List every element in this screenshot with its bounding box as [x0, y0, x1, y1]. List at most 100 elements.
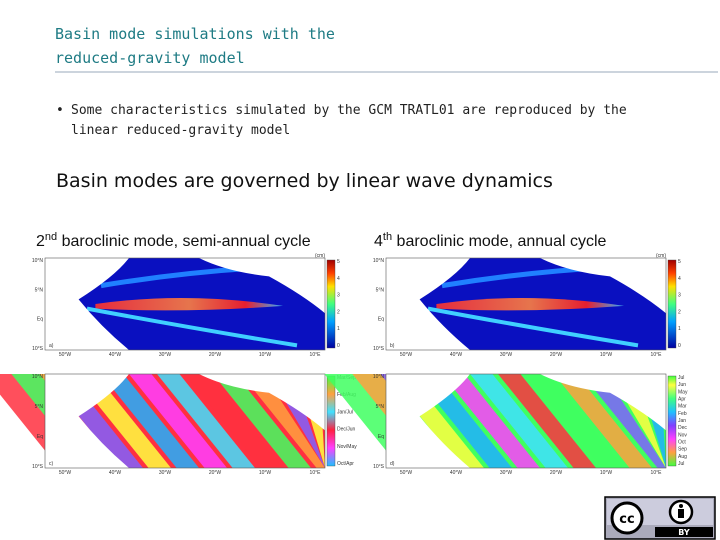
colorbar — [326, 259, 336, 349]
y-axis-label: 10°N — [373, 374, 385, 380]
colorbar-label: Aug — [678, 454, 687, 460]
x-axis-label: 10°E — [651, 470, 663, 476]
colorbar-unit: (cm) — [656, 253, 666, 259]
cc-text: cc — [619, 512, 634, 527]
y-axis-label: 5°N — [35, 287, 44, 293]
colorbar-label: Jan/Jul — [337, 409, 353, 415]
y-axis-label: 10°S — [373, 464, 385, 470]
caption-number: 2 — [36, 233, 45, 250]
map-coastal-wave — [86, 306, 298, 348]
colorbar-label: Feb — [678, 411, 687, 417]
y-axis-label: Eq — [37, 434, 43, 440]
cc-circle — [610, 501, 644, 535]
caption-suffix: nd — [45, 231, 57, 243]
maps: 5 4 3 2 1 0 (cm) 10°N 5°N Eq 10°S 50°W 40°W 30°W 20°W 1… — [0, 253, 688, 476]
colorbar-label: Jun — [678, 382, 686, 388]
colorbar-label: 0 — [678, 343, 681, 349]
by-head — [679, 504, 683, 508]
caption-rest: baroclinic mode, annual cycle — [392, 233, 606, 250]
x-axis-label: 40°W — [450, 470, 463, 476]
map-land — [386, 258, 470, 350]
colorbar-label: 3 — [678, 293, 681, 299]
title-line: reduced-gravity model — [55, 49, 245, 67]
y-axis-label: 5°N — [376, 404, 385, 410]
map-phase-stripe — [185, 374, 283, 468]
map-phase-stripe — [157, 374, 255, 468]
x-axis-label: 10°W — [600, 352, 613, 358]
map-phase-stripe — [101, 374, 199, 468]
bullet-text: Some characteristics simulated by the GC… — [71, 103, 627, 118]
colorbar-label: 4 — [337, 276, 340, 282]
colorbar-label: Dec/Jun — [337, 427, 356, 433]
panel-letter: b) — [390, 343, 395, 349]
x-axis-label: 10°E — [310, 470, 322, 476]
x-axis-label: 50°W — [59, 352, 72, 358]
map-phase-stripe — [241, 374, 325, 468]
x-axis-label: 20°W — [209, 470, 222, 476]
caption-suffix: th — [383, 231, 392, 243]
colorbar-label: Nov — [678, 432, 687, 438]
map-phase-stripe — [129, 374, 227, 468]
colorbar-label: 1 — [337, 326, 340, 332]
colorbar-label: May — [678, 389, 688, 395]
map-phase-stripe — [498, 374, 596, 468]
heading: Basin modes are governed by linear wave … — [56, 170, 553, 192]
colorbar-label: Nov/May — [337, 444, 357, 450]
map-land — [386, 374, 470, 468]
x-axis-label: 10°E — [310, 352, 322, 358]
y-axis-label: Eq — [378, 317, 384, 323]
map-phase-stripe — [470, 374, 568, 468]
x-axis-label: 30°W — [500, 470, 513, 476]
colorbar-label: Mar — [678, 404, 687, 410]
y-axis-label: 10°S — [373, 346, 385, 352]
map-frame — [44, 257, 326, 351]
colorbar-label: Dec — [678, 425, 687, 431]
x-axis-label: 20°W — [550, 352, 563, 358]
map-land — [540, 374, 666, 431]
panel-letter: a) — [49, 343, 54, 349]
x-axis-label: 10°W — [259, 470, 272, 476]
x-axis-label: 40°W — [109, 470, 122, 476]
y-axis-label: 5°N — [376, 287, 385, 293]
x-axis-label: 20°W — [209, 352, 222, 358]
by-text: BY — [678, 528, 690, 537]
y-axis-label: Eq — [378, 434, 384, 440]
map-land — [45, 258, 129, 350]
map-phase-stripe — [526, 374, 624, 468]
by-body — [678, 509, 684, 518]
colorbar — [667, 259, 677, 349]
colorbar-label: Jul — [678, 375, 684, 381]
x-axis-label: 20°W — [550, 470, 563, 476]
colorbar-label: 2 — [337, 309, 340, 315]
y-axis-label: 10°S — [32, 464, 44, 470]
badge-by-bar — [655, 527, 713, 537]
y-axis-label: 10°N — [32, 374, 44, 380]
x-axis-label: 40°W — [450, 352, 463, 358]
map-land — [199, 258, 325, 314]
colorbar-label: Jul — [678, 461, 684, 467]
y-axis-label: 10°N — [32, 258, 44, 264]
colorbar-label: 4 — [678, 276, 681, 282]
x-axis-label: 30°W — [159, 352, 172, 358]
bullet-text: linear reduced-gravity model — [71, 123, 290, 138]
map-phase-stripe — [442, 374, 540, 468]
caption: 4th baroclinic mode, annual cycle — [374, 231, 607, 250]
y-axis-label: 10°N — [373, 258, 385, 264]
colorbar-label: 2 — [678, 309, 681, 315]
map-coastal-wave — [427, 306, 639, 348]
map-land — [45, 374, 129, 468]
colorbar-unit: (cm) — [315, 253, 325, 259]
y-axis-label: 10°S — [32, 346, 44, 352]
map-phase-stripe — [213, 374, 311, 468]
bullet-mark: • — [56, 103, 64, 118]
map-land — [199, 374, 325, 431]
x-axis-label: 50°W — [400, 470, 413, 476]
colorbar-label: Apr — [678, 397, 686, 403]
colorbar-label: 3 — [337, 293, 340, 299]
x-axis-label: 10°W — [259, 352, 272, 358]
map-phase-stripe — [554, 374, 652, 468]
colorbar-label: Oct — [678, 440, 686, 446]
title-line: Basin mode simulations with the — [55, 25, 335, 43]
x-axis-label: 40°W — [109, 352, 122, 358]
